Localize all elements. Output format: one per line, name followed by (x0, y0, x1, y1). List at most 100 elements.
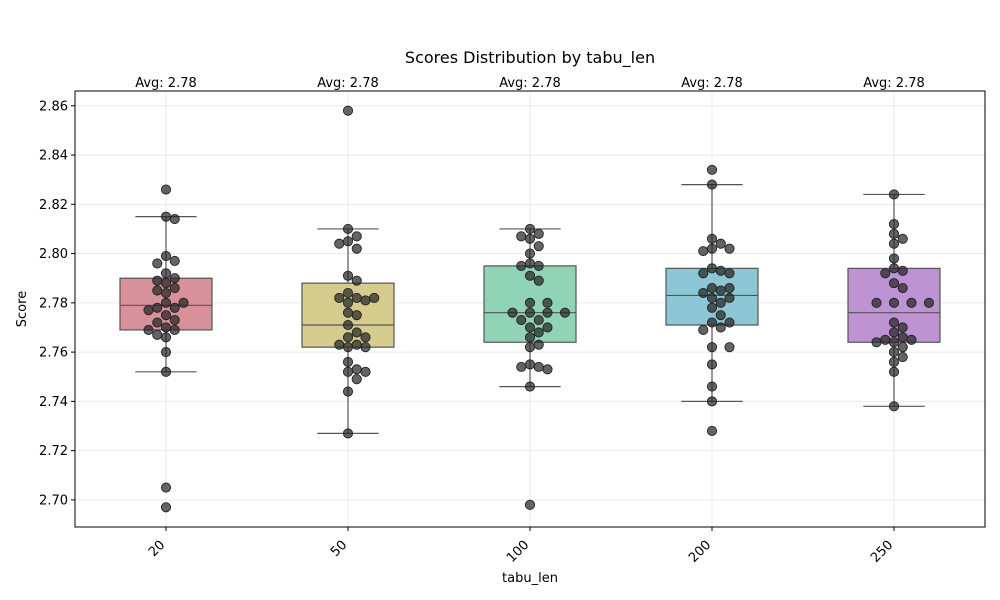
data-point (706, 243, 718, 254)
data-point (871, 337, 882, 348)
data-point (351, 243, 362, 254)
data-point (152, 285, 163, 296)
data-point (351, 374, 362, 385)
avg-annotation: Avg: 2.78 (317, 76, 379, 91)
data-point (706, 342, 718, 353)
points-250 (871, 189, 935, 412)
data-point (169, 315, 180, 326)
data-point (533, 339, 544, 350)
data-point (715, 238, 726, 249)
data-point (524, 332, 536, 343)
data-point (334, 339, 345, 350)
data-point (342, 223, 354, 234)
data-point (897, 342, 908, 353)
data-point (524, 223, 536, 234)
y-tick-label: 2.72 (39, 444, 68, 459)
data-point (533, 260, 544, 271)
point-layer (143, 105, 935, 513)
data-point (724, 342, 735, 353)
data-point (360, 295, 371, 306)
data-point (169, 255, 180, 267)
data-point (160, 278, 172, 289)
avg-annotation: Avg: 2.78 (681, 76, 743, 91)
data-point (880, 334, 891, 345)
data-point (706, 381, 718, 392)
data-point (342, 342, 354, 353)
data-point (715, 310, 726, 321)
data-point (351, 275, 362, 286)
data-point (897, 351, 908, 363)
data-point (524, 307, 536, 318)
data-point (524, 258, 536, 269)
data-point (698, 246, 709, 257)
data-point (334, 238, 345, 249)
points-100 (507, 223, 571, 510)
data-point (524, 342, 536, 353)
data-point (169, 324, 180, 335)
y-tick-label: 2.76 (39, 346, 68, 361)
data-point (888, 401, 900, 412)
data-point (351, 292, 362, 303)
data-point (160, 287, 172, 299)
data-point (360, 342, 371, 353)
data-point (706, 359, 718, 370)
data-point (342, 332, 354, 343)
data-point (706, 292, 718, 303)
avg-annotation: Avg: 2.78 (499, 76, 561, 91)
data-point (160, 250, 172, 262)
data-point (160, 184, 172, 195)
data-point (715, 297, 726, 308)
data-point (542, 364, 553, 375)
data-point (342, 236, 354, 247)
data-point (516, 315, 527, 326)
data-point (706, 425, 718, 436)
data-point (507, 307, 518, 318)
data-point (342, 428, 354, 439)
data-point (906, 334, 917, 345)
data-point (897, 233, 908, 244)
y-tick-label: 2.70 (39, 493, 68, 508)
data-point (524, 381, 536, 392)
points-200 (698, 164, 735, 436)
data-point (533, 315, 544, 326)
data-point (152, 317, 163, 328)
data-point (533, 361, 544, 372)
data-point (360, 366, 371, 377)
data-point (923, 297, 935, 308)
data-point (152, 275, 163, 286)
data-point (880, 268, 891, 279)
data-point (524, 322, 536, 333)
data-point (888, 327, 900, 338)
data-point (342, 356, 354, 368)
data-point (888, 337, 900, 348)
avg-annotation: Avg: 2.78 (863, 76, 925, 91)
data-point (351, 364, 362, 375)
data-point (888, 347, 900, 358)
data-point (724, 283, 735, 294)
data-point (152, 302, 163, 313)
data-point (888, 317, 900, 328)
data-point (524, 359, 536, 370)
data-point (533, 241, 544, 252)
data-point (143, 324, 154, 335)
y-tick-label: 2.74 (39, 395, 68, 410)
data-point (178, 297, 189, 308)
data-point (160, 332, 172, 343)
avg-annotation: Avg: 2.78 (135, 76, 197, 91)
data-point (524, 297, 536, 308)
data-point (169, 273, 180, 284)
data-point (342, 319, 354, 331)
data-point (160, 502, 172, 513)
data-point (897, 332, 908, 343)
data-point (706, 233, 718, 244)
data-point (724, 317, 735, 328)
data-point (897, 283, 908, 294)
points-50 (334, 105, 380, 439)
data-point (160, 211, 172, 222)
data-point (715, 322, 726, 333)
data-point (724, 268, 735, 279)
data-point (524, 248, 536, 259)
data-point (160, 347, 172, 358)
data-point (724, 292, 735, 303)
